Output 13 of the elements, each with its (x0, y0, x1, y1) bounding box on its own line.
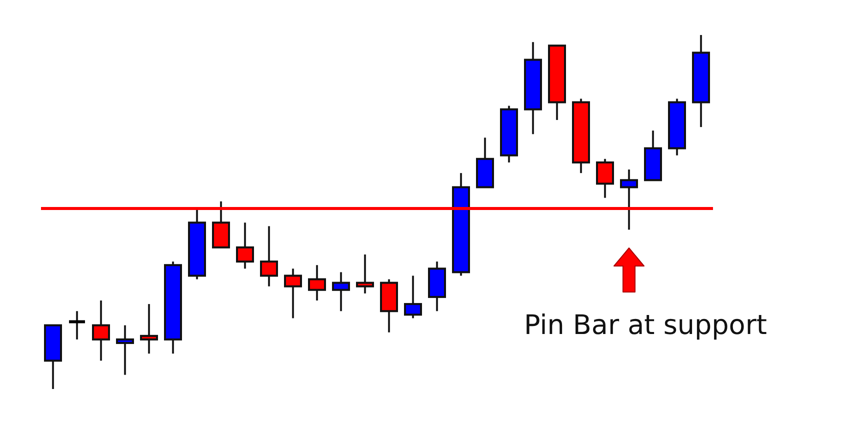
candlestick (236, 222, 254, 270)
candlestick (284, 268, 302, 320)
candlestick (92, 300, 110, 362)
candlestick (308, 264, 326, 302)
annotation: Pin Bar at support (524, 310, 768, 341)
candlestick (356, 253, 374, 294)
candlestick (260, 225, 278, 288)
candlestick (596, 158, 614, 199)
candlestick (620, 168, 638, 231)
candlestick (332, 271, 350, 312)
candlestick (116, 324, 134, 376)
candlestick (140, 303, 158, 355)
candlestick (404, 274, 422, 320)
